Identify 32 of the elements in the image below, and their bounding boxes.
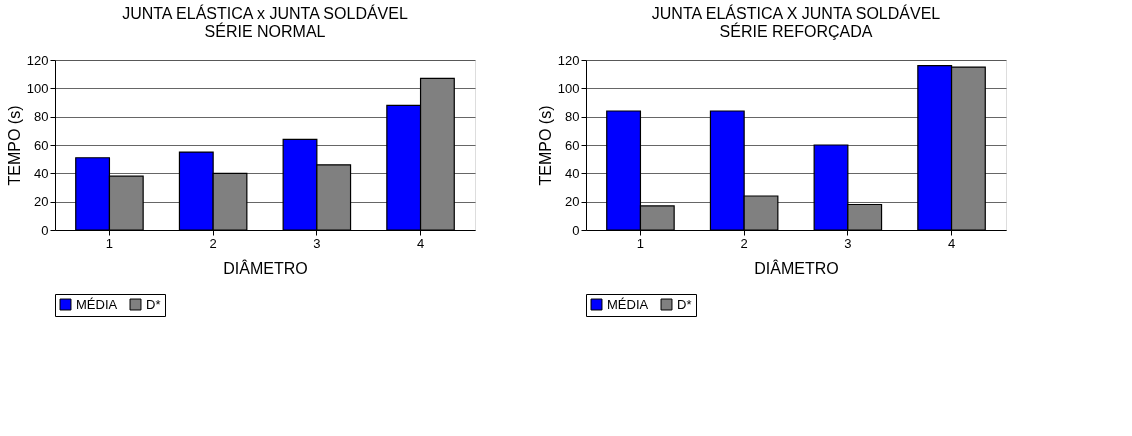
y-axis-title: TEMPO (s) bbox=[536, 105, 554, 186]
x-axis-title: DIÂMETRO bbox=[754, 258, 839, 277]
legend-label: MÉDIA bbox=[76, 296, 118, 312]
x-tick-label: 3 bbox=[844, 235, 852, 251]
chart-title: JUNTA ELÁSTICA x JUNTA SOLDÁVEL SÉRIE NORMAL bbox=[122, 4, 408, 40]
y-tick-label: 40 bbox=[34, 165, 49, 181]
y-tick-label: 120 bbox=[26, 52, 49, 68]
y-tick-label: 80 bbox=[34, 109, 49, 125]
x-tick-label: 3 bbox=[313, 235, 321, 251]
chart-title: JUNTA ELÁSTICA X JUNTA SOLDÁVEL SÉRIE REFORÇADA bbox=[651, 4, 941, 40]
y-tick-label: 0 bbox=[41, 222, 49, 238]
y-tick-label: 0 bbox=[572, 222, 580, 238]
y-tick-label: 100 bbox=[26, 80, 49, 96]
x-tick-label: 2 bbox=[740, 235, 748, 251]
y-tick-label: 60 bbox=[34, 137, 49, 153]
y-tick-label: 120 bbox=[557, 52, 580, 68]
y-tick-label: 20 bbox=[565, 194, 580, 210]
y-tick-label: 80 bbox=[565, 109, 580, 125]
x-tick-label: 1 bbox=[636, 235, 645, 251]
x-tick-label: 4 bbox=[947, 235, 956, 251]
y-tick-label: 20 bbox=[34, 194, 49, 210]
y-tick-label: 100 bbox=[557, 80, 580, 96]
legend-label: D* bbox=[146, 296, 161, 312]
y-axis-title: TEMPO (s) bbox=[5, 105, 23, 186]
legend-label: MÉDIA bbox=[607, 296, 649, 312]
x-tick-label: 1 bbox=[105, 235, 114, 251]
legend-label: D* bbox=[677, 296, 692, 312]
x-tick-label: 2 bbox=[209, 235, 217, 251]
x-axis-title: DIÂMETRO bbox=[223, 258, 308, 277]
y-tick-label: 60 bbox=[565, 137, 580, 153]
y-tick-label: 40 bbox=[565, 165, 580, 181]
x-tick-label: 4 bbox=[416, 235, 425, 251]
